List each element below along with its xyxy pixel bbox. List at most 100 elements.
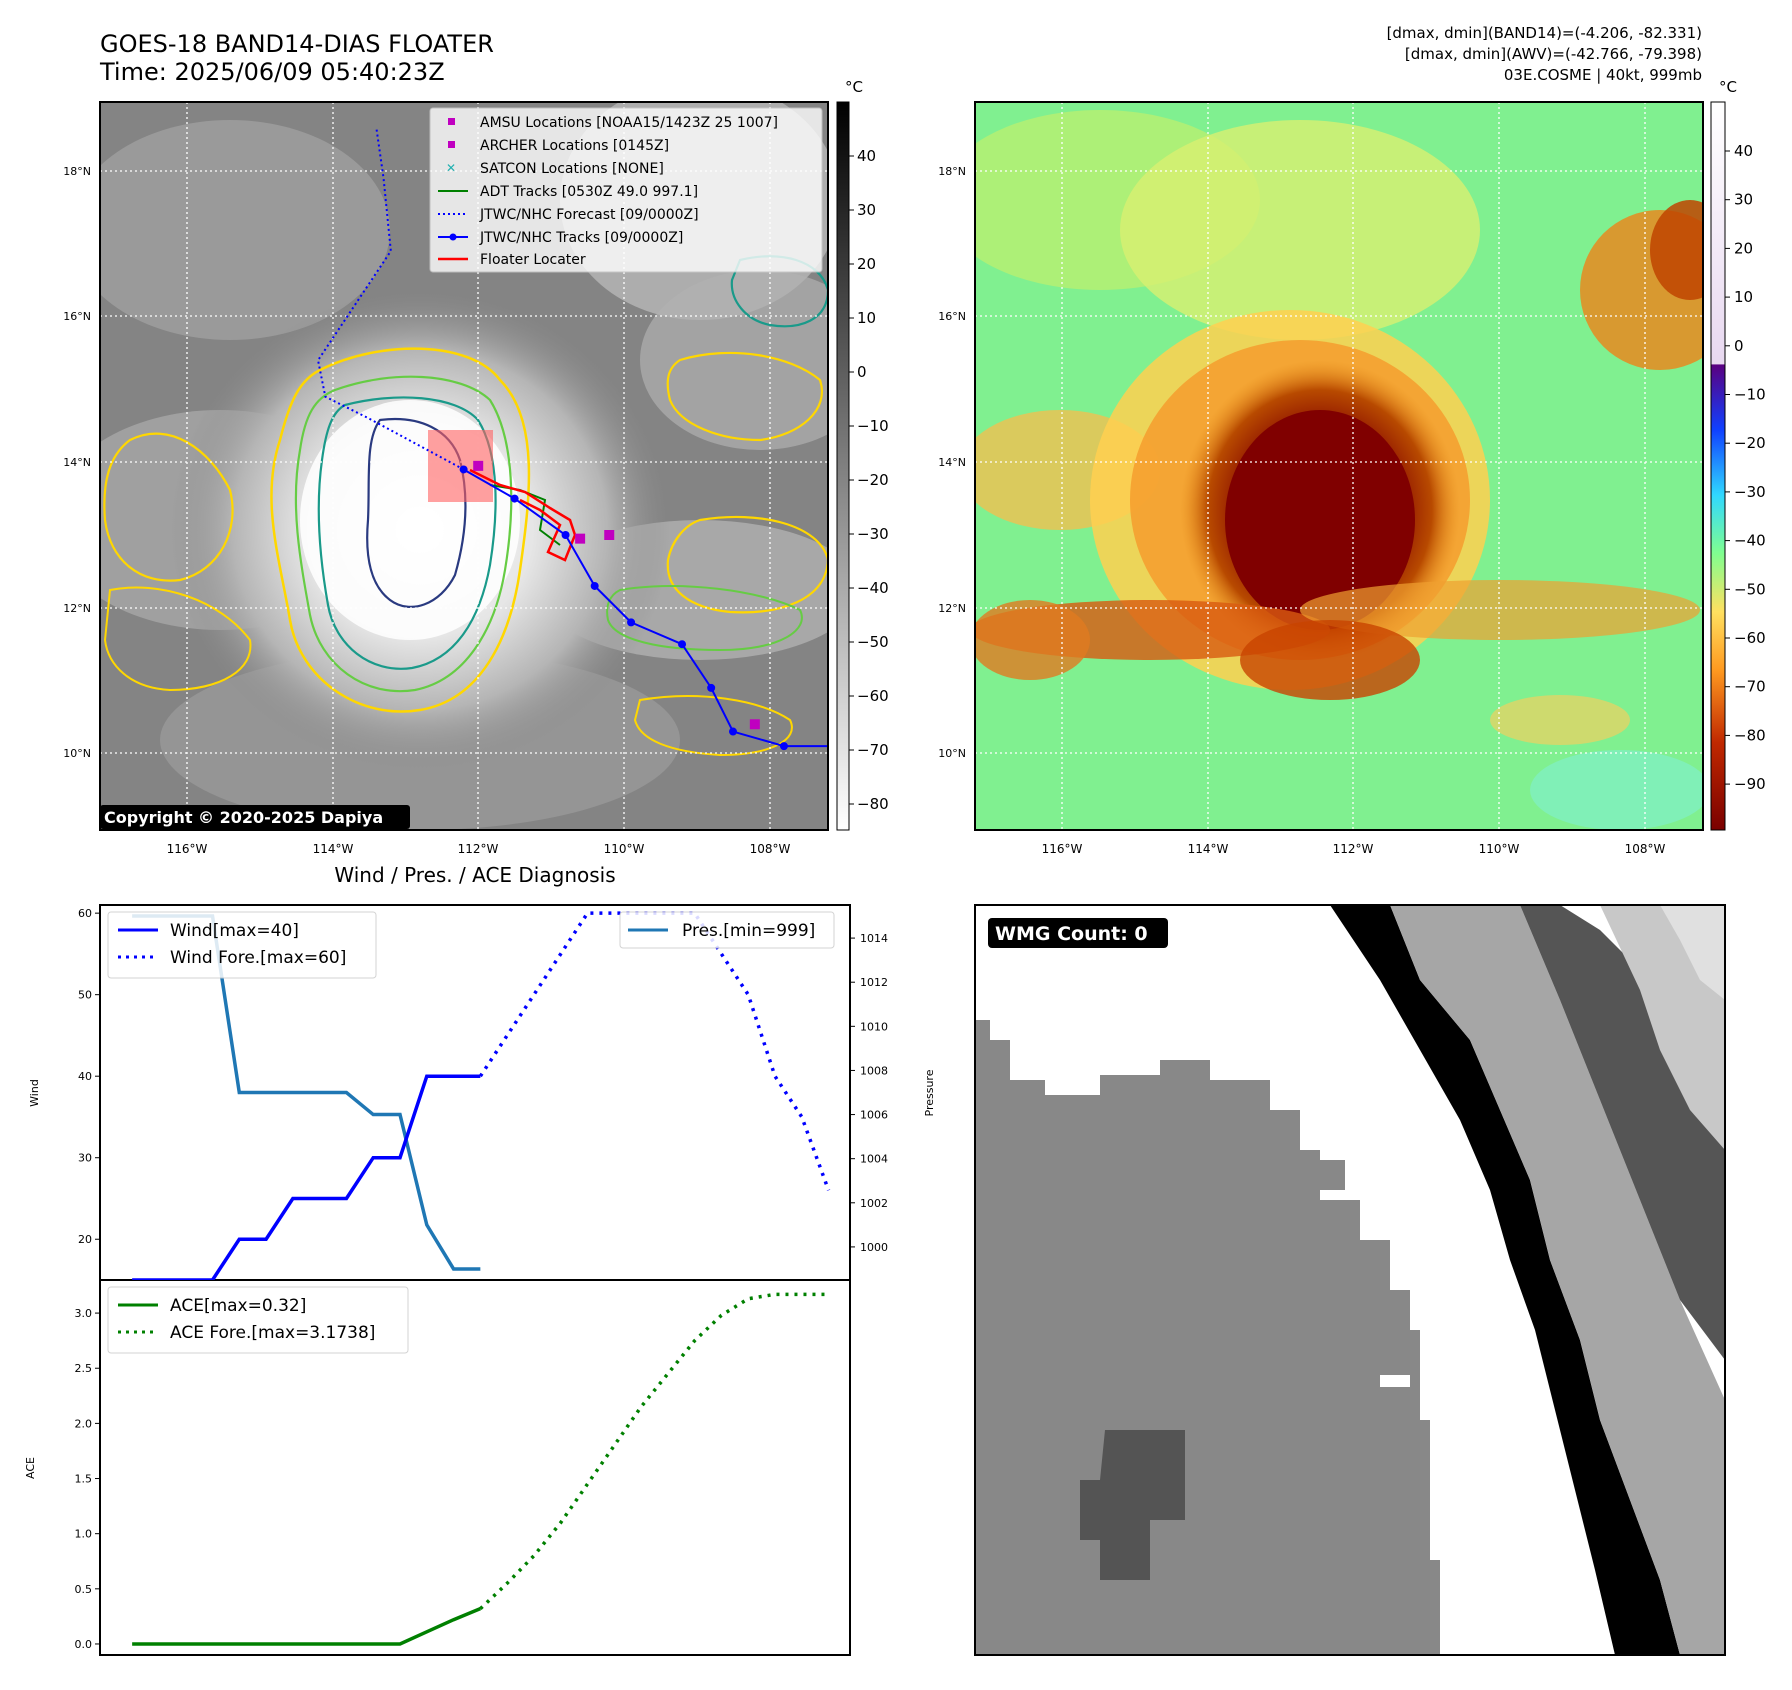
pressure-tick-label: 1002 (860, 1197, 888, 1210)
awv-map-panel: 18°N 16°N 14°N 12°N 10°N 116°W 114°W 112… (938, 78, 1765, 856)
map-legend: AMSU Locations [NOAA15/1423Z 25 1007] AR… (429, 107, 823, 273)
colorbar-tick-label: 40 (1734, 142, 1753, 160)
ace-series-group (132, 1292, 829, 1646)
lat-label: 18°N (938, 165, 966, 178)
jtwc-track-point (707, 683, 716, 692)
amsu-marker (604, 530, 615, 540)
wind-tick-label: 50 (78, 989, 92, 1002)
lat-label: 12°N (63, 602, 91, 615)
wind-line-0 (132, 1074, 481, 1280)
ir-colorbar (836, 101, 850, 831)
info-storm: 03E.COSME | 40kt, 999mb (1504, 66, 1702, 84)
colorbar-tick-label: 0 (1734, 337, 1744, 355)
awv-colorbar (1710, 101, 1726, 831)
colorbar-tick-label: −60 (857, 687, 889, 705)
colorbar-tick-label: −60 (1734, 629, 1766, 647)
colorbar-tick-label: −40 (1734, 532, 1766, 550)
wmg-panel: WMG Count: 0 (974, 904, 1726, 1656)
legend-wind-fore: Wind Fore.[max=60] (170, 948, 346, 968)
ace-tick-label: 0.5 (75, 1583, 93, 1596)
lat-label: 18°N (63, 165, 91, 178)
wind-axis-label: Wind (28, 1079, 41, 1107)
wmg-count: WMG Count: 0 (995, 923, 1148, 945)
wmg-badge-bg (988, 918, 1168, 948)
lon-label: 112°W (458, 842, 499, 856)
wind-tick-label: 20 (78, 1233, 92, 1246)
legend-adt: ADT Tracks [0530Z 49.0 997.1] (480, 184, 698, 200)
lon-label: 116°W (1042, 842, 1083, 856)
ir-map-frame (99, 101, 829, 831)
colorbar-tick-label: −40 (857, 579, 889, 597)
ace-axis-label: ACE (24, 1457, 37, 1479)
colorbar-tick-label: 30 (1734, 191, 1753, 209)
lat-label: 12°N (938, 602, 966, 615)
ace-tick-label: 0.0 (75, 1638, 93, 1651)
wind-tick-label: 40 (78, 1070, 92, 1083)
info-band14: [dmax, dmin](BAND14)=(-4.206, -82.331) (1387, 24, 1702, 42)
colorbar-unit: °C (1719, 78, 1737, 96)
lon-label: 108°W (1625, 842, 1666, 856)
copyright-text: Copyright © 2020-2025 Dapiya (104, 808, 383, 827)
floater-track (469, 468, 577, 562)
wmg-frame (974, 904, 1726, 1656)
pressure-tick-label: 1000 (860, 1241, 888, 1254)
lat-label: 16°N (63, 310, 91, 323)
amsu-marker (575, 533, 586, 544)
colorbar-tick-label: 10 (1734, 288, 1753, 306)
jtwc-track-point (678, 640, 687, 649)
lon-label: 114°W (1188, 842, 1229, 856)
ace-tick-label: 1.5 (75, 1473, 93, 1486)
ace-line-1 (479, 1292, 829, 1610)
colorbar-tick-label: 30 (857, 201, 876, 219)
ace-tick-label: 1.0 (75, 1528, 93, 1541)
colorbar-tick-label: −50 (1734, 580, 1766, 598)
colorbar-tick-label: 20 (857, 255, 876, 273)
pressure-tick-label: 1010 (860, 1020, 888, 1033)
colorbar-tick-label: 40 (857, 147, 876, 165)
ace-legend: ACE[max=0.32] ACE Fore.[max=3.1738] (107, 1286, 409, 1354)
wind-legend: Wind[max=40] Wind Fore.[max=60] (107, 911, 377, 979)
ir-map-panel: Copyright © 2020-2025 Dapiya AMSU Locati… (63, 78, 889, 856)
lon-label: 116°W (167, 842, 208, 856)
pressure-tick-label: 1012 (860, 976, 888, 989)
lon-label: 110°W (604, 842, 645, 856)
ace-tick-label: 2.0 (75, 1417, 93, 1430)
jtwc-track-point (729, 727, 737, 736)
jtwc-track-point (561, 531, 570, 539)
colorbar-tick-label: −90 (1734, 775, 1766, 793)
colorbar-tick-label: −10 (857, 417, 889, 435)
contour-31 (270, 347, 531, 713)
colorbar-tick-label: 10 (857, 309, 876, 327)
pressure-tick-label: 1004 (860, 1153, 888, 1166)
legend-amsu: AMSU Locations [NOAA15/1423Z 25 1007] (480, 115, 778, 131)
legend-ace: ACE[max=0.32] (170, 1296, 306, 1316)
ace-line-0 (132, 1607, 482, 1646)
wind-tick-label: 30 (78, 1152, 92, 1165)
figure-title: GOES-18 BAND14-DIAS FLOATER (100, 30, 494, 58)
lat-label: 10°N (938, 747, 966, 760)
lat-label: 14°N (63, 456, 91, 469)
legend-floater: Floater Locater (480, 252, 586, 268)
archer-marker (473, 460, 484, 471)
jtwc-track-line (463, 468, 828, 748)
legend-tracks: JTWC/NHC Tracks [09/0000Z] (479, 230, 683, 246)
pressure-tick-label: 1014 (860, 932, 888, 945)
colorbar-tick-label: −70 (1734, 678, 1766, 696)
lon-label: 112°W (1333, 842, 1374, 856)
legend-ace-fore: ACE Fore.[max=3.1738] (170, 1323, 375, 1343)
colorbar-tick-label: −30 (1734, 483, 1766, 501)
lat-label: 10°N (63, 747, 91, 760)
colorbar-tick-label: −80 (857, 795, 889, 813)
awv-map-frame (974, 101, 1704, 831)
ace-tick-label: 3.0 (75, 1307, 93, 1320)
ace-tick-label: 2.5 (75, 1362, 93, 1375)
colorbar-tick-label: −20 (857, 471, 889, 489)
amsu-marker (749, 719, 760, 730)
colorbar-tick-label: 20 (1734, 239, 1753, 257)
legend-satcon: SATCON Locations [NONE] (480, 161, 664, 177)
pressure-tick-label: 1008 (860, 1064, 888, 1077)
figure-time: Time: 2025/06/09 05:40:23Z (99, 58, 445, 86)
wind-tick-label: 60 (78, 907, 92, 920)
colorbar-unit: °C (845, 78, 863, 96)
info-awv: [dmax, dmin](AWV)=(-42.766, -79.398) (1405, 45, 1702, 63)
